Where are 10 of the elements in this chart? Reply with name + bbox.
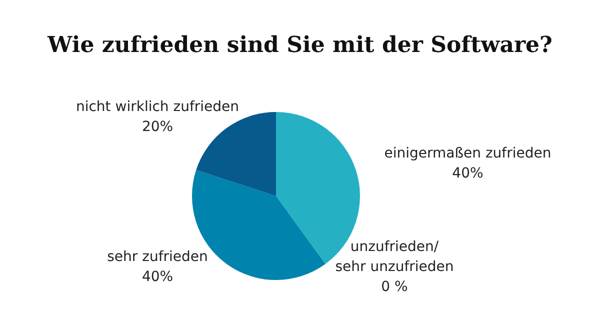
chart-title: Wie zufrieden sind Sie mit der Software? [46, 32, 552, 58]
slice-label: nicht wirklich zufrieden [76, 99, 240, 116]
slice-label: sehr zufrieden [107, 248, 208, 265]
data-label: 40% [142, 268, 174, 285]
slice-label: einigermaßen zufrieden [384, 145, 552, 162]
data-label: 20% [142, 119, 174, 136]
data-label: 40% [452, 165, 484, 182]
text: 0 % [381, 278, 408, 295]
category-label: unzufrieden/ sehr unzufrieden [335, 238, 454, 275]
pie-slice [196, 112, 276, 196]
